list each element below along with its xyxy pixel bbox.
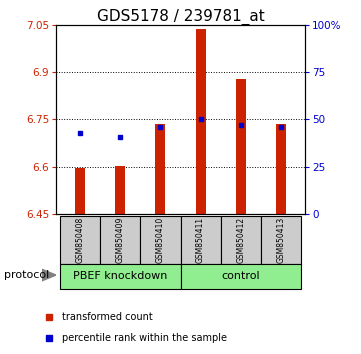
Bar (180, 216, 221, 264)
Bar (221, 216, 261, 264)
Bar (100, 216, 140, 264)
Text: percentile rank within the sample: percentile rank within the sample (61, 333, 226, 343)
Text: GSM850410: GSM850410 (156, 217, 165, 263)
Text: PBEF knockdown: PBEF knockdown (73, 271, 168, 281)
Bar (140, 216, 180, 264)
Text: GSM850408: GSM850408 (75, 217, 84, 263)
Text: GDS5178 / 239781_at: GDS5178 / 239781_at (97, 9, 264, 25)
Bar (75, 169, 85, 214)
Bar (196, 29, 206, 214)
Text: protocol: protocol (4, 270, 49, 280)
Bar (180, 264, 301, 289)
Text: transformed count: transformed count (61, 312, 152, 322)
Text: GSM850409: GSM850409 (116, 217, 125, 263)
Bar (60, 216, 100, 264)
Bar (276, 124, 286, 214)
Text: GSM850412: GSM850412 (236, 217, 245, 263)
Bar (115, 166, 125, 214)
Bar (155, 124, 165, 214)
Polygon shape (42, 269, 56, 281)
Text: control: control (221, 271, 260, 281)
Bar (261, 216, 301, 264)
Bar (236, 79, 246, 214)
Bar (60, 264, 180, 289)
Text: GSM850413: GSM850413 (277, 217, 286, 263)
Text: GSM850411: GSM850411 (196, 217, 205, 263)
